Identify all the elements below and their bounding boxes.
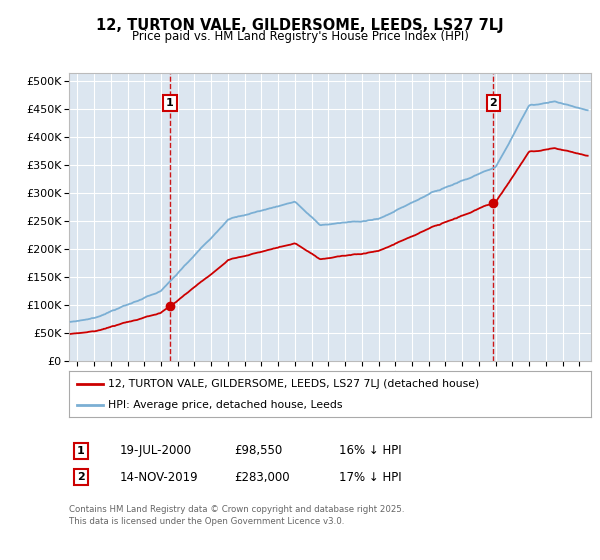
Text: 2: 2 <box>490 98 497 108</box>
Text: 12, TURTON VALE, GILDERSOME, LEEDS, LS27 7LJ: 12, TURTON VALE, GILDERSOME, LEEDS, LS27… <box>96 18 504 32</box>
Text: Contains HM Land Registry data © Crown copyright and database right 2025.
This d: Contains HM Land Registry data © Crown c… <box>69 505 404 526</box>
Text: 2: 2 <box>77 472 85 482</box>
Text: 17% ↓ HPI: 17% ↓ HPI <box>339 470 401 484</box>
Text: £283,000: £283,000 <box>234 470 290 484</box>
Text: 16% ↓ HPI: 16% ↓ HPI <box>339 444 401 458</box>
Text: Price paid vs. HM Land Registry's House Price Index (HPI): Price paid vs. HM Land Registry's House … <box>131 30 469 44</box>
Text: 12, TURTON VALE, GILDERSOME, LEEDS, LS27 7LJ (detached house): 12, TURTON VALE, GILDERSOME, LEEDS, LS27… <box>108 379 479 389</box>
Text: 1: 1 <box>77 446 85 456</box>
Text: 1: 1 <box>166 98 174 108</box>
Text: £98,550: £98,550 <box>234 444 282 458</box>
Text: 14-NOV-2019: 14-NOV-2019 <box>120 470 199 484</box>
Text: 19-JUL-2000: 19-JUL-2000 <box>120 444 192 458</box>
Text: HPI: Average price, detached house, Leeds: HPI: Average price, detached house, Leed… <box>108 400 343 410</box>
